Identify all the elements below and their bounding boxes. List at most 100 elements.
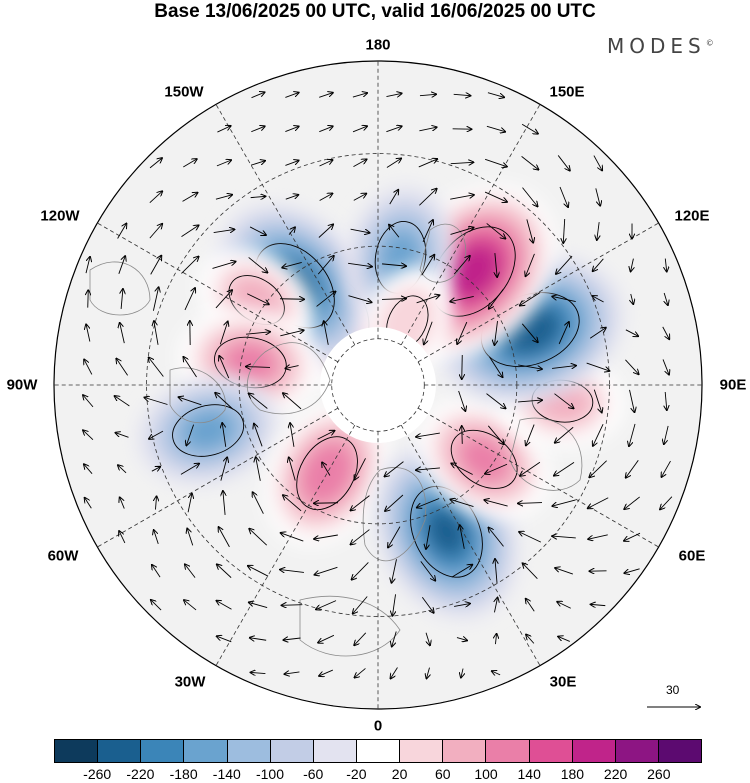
longitude-label-150e: 150E <box>549 83 585 101</box>
wind-vector-161 <box>180 464 199 475</box>
wind-vector-185 <box>385 494 404 511</box>
longitude-label-120e: 120E <box>674 207 710 225</box>
wind-vector-8 <box>217 126 230 133</box>
wind-vector-178 <box>155 496 156 510</box>
wind-vector-90 <box>416 295 440 304</box>
wind-vector-186 <box>417 498 440 507</box>
wind-vector-154 <box>555 426 574 442</box>
wind-vector-117 <box>183 357 197 378</box>
wind-vector-137 <box>518 400 542 402</box>
colorbar-label: -220 <box>126 766 155 782</box>
wind-vector-113 <box>662 326 669 339</box>
colorbar-label: 180 <box>560 766 585 782</box>
wind-vector-19 <box>183 159 196 168</box>
wind-vector-69 <box>317 256 334 275</box>
wind-vector-104 <box>280 330 303 337</box>
wind-vector-143 <box>116 433 129 438</box>
wind-vector-187 <box>451 499 474 507</box>
anomaly-low-4 <box>137 375 279 486</box>
colorbar-swatch-4 <box>226 740 270 762</box>
map-border <box>53 60 703 710</box>
meridian-300 <box>97 407 339 548</box>
wind-reference-label: 30 <box>666 683 680 697</box>
colorbar-label: -140 <box>212 766 241 782</box>
wind-vector-188 <box>484 500 508 507</box>
wind-vector-29 <box>521 156 539 169</box>
wind-vector-158 <box>84 464 93 475</box>
wind-vector-85 <box>247 293 269 305</box>
map-title: Base 13/06/2025 00 UTC, valid 16/06/2025… <box>154 1 596 22</box>
wind-vector-252 <box>319 669 334 676</box>
wind-vector-65 <box>181 257 198 274</box>
wind-vector-157 <box>664 425 669 444</box>
wind-vector-240 <box>250 638 267 640</box>
longitude-label-90w: 90W <box>6 376 38 394</box>
wind-vector-98 <box>86 324 91 342</box>
wind-vector-169 <box>451 463 473 475</box>
wind-vector-4 <box>386 93 401 96</box>
coastline-5 <box>299 595 401 657</box>
colorbar-label: 20 <box>391 766 408 782</box>
wind-vector-236 <box>526 599 535 612</box>
wind-vector-123 <box>518 364 542 369</box>
colorbar-label: 100 <box>474 766 498 782</box>
wind-vector-152 <box>487 425 503 444</box>
wind-vector-30 <box>557 155 570 170</box>
wind-vector-38 <box>353 194 366 201</box>
longitude-label-60e: 60E <box>678 547 706 565</box>
wind-vector-251 <box>285 672 300 674</box>
wind-vector-57 <box>486 223 506 238</box>
wind-vector-239 <box>217 636 232 643</box>
wind-vector-136 <box>486 393 506 409</box>
wind-vector-46 <box>117 224 127 239</box>
colorbar <box>54 739 702 763</box>
wind-vector-37 <box>319 193 333 201</box>
wind-vector-226 <box>184 600 197 611</box>
wind-vector-232 <box>392 594 395 615</box>
wind-vector-24 <box>353 159 366 167</box>
longitude-label-120w: 120W <box>40 207 80 225</box>
wind-vector-28 <box>484 158 507 166</box>
wind-vector-66 <box>212 262 235 269</box>
wind-vector-63 <box>118 256 125 274</box>
wind-vector-208 <box>588 534 608 539</box>
wind-vector-77 <box>593 258 604 271</box>
wind-vector-257 <box>492 671 501 675</box>
wind-vector-48 <box>181 225 198 237</box>
longitude-label-30w: 30W <box>174 673 206 691</box>
wind-vector-41 <box>450 195 474 200</box>
longitude-label-60w: 60W <box>47 547 79 565</box>
wind-vector-256 <box>461 668 463 678</box>
wind-vector-73 <box>453 256 470 275</box>
coastline-6 <box>89 261 151 316</box>
wind-vector-40 <box>419 189 436 206</box>
wind-vector-151 <box>462 426 463 444</box>
wind-vector-56 <box>450 228 474 235</box>
wind-vector-173 <box>589 460 607 478</box>
wind-vector-35 <box>250 196 266 197</box>
polar-map <box>53 60 703 740</box>
wind-vector-209 <box>624 532 641 541</box>
wind-vector-120 <box>285 366 299 369</box>
wind-vector-228 <box>249 602 268 609</box>
wind-vector-91 <box>450 295 474 301</box>
wind-vector-100 <box>154 321 159 345</box>
wind-vector-127 <box>662 359 669 374</box>
wind-vector-191 <box>588 497 609 509</box>
wind-vector-147 <box>254 424 263 447</box>
wind-vector-44 <box>559 186 568 207</box>
wind-vector-60 <box>597 222 599 240</box>
colorbar-swatch-12 <box>571 740 615 762</box>
colorbar-label: 140 <box>517 766 541 782</box>
wind-vector-170 <box>485 463 508 474</box>
colorbar-swatch-7 <box>355 740 400 762</box>
wind-vector-31 <box>593 155 602 171</box>
wind-vector-214 <box>280 570 304 573</box>
wind-vector-18 <box>149 158 162 169</box>
wind-vector-26 <box>418 159 437 168</box>
wind-vector-234 <box>454 604 470 607</box>
wind-vector-206 <box>519 532 542 543</box>
map-disc <box>54 61 702 709</box>
wind-vector-16 <box>486 125 505 131</box>
wind-vector-84 <box>215 290 232 309</box>
